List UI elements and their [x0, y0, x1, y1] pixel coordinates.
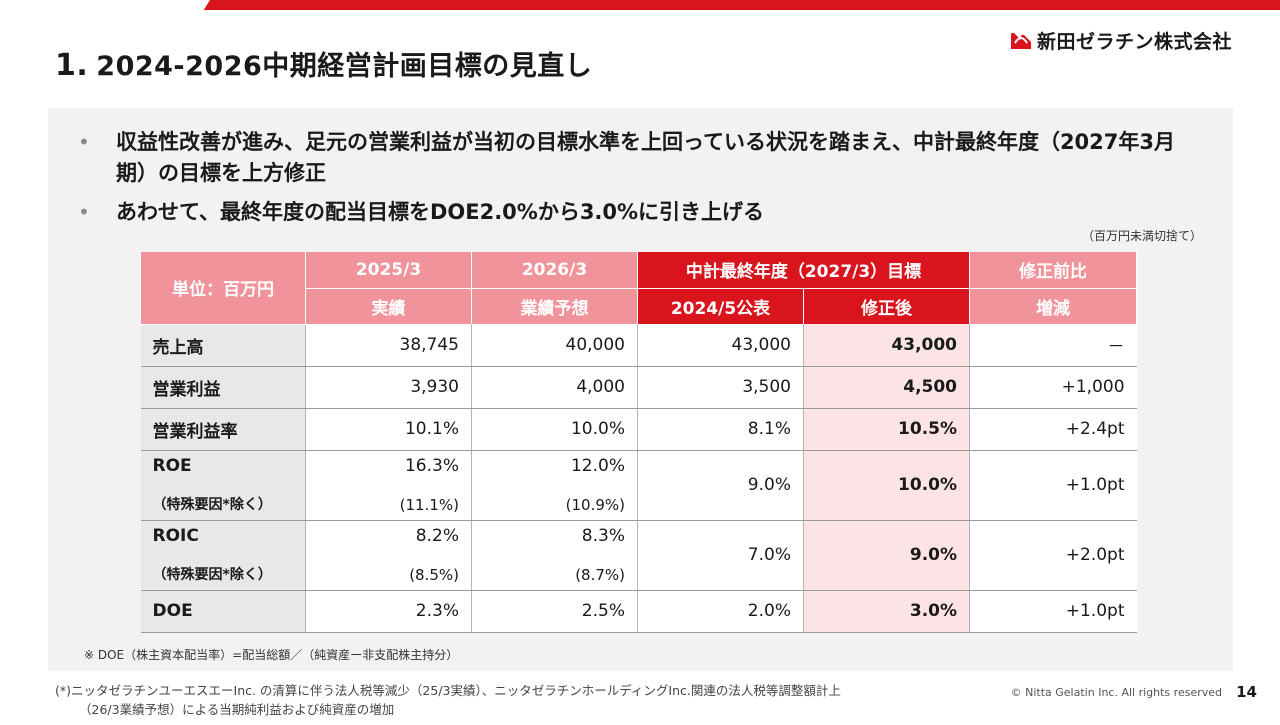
- header-2025-year: 2025/3: [305, 252, 472, 289]
- footnote: (*)ニッタゼラチンユーエスエーInc. の清算に伴う法人税等減少（25/3実績…: [55, 681, 841, 719]
- cell-revised: 9.0%: [802, 520, 970, 591]
- table-row: 営業利益率 10.1% 10.0% 8.1% 10.5% +2.4pt: [140, 408, 1137, 451]
- row-label: DOE: [140, 590, 306, 633]
- table-row: ROE （特殊要因*除く） 16.3% (11.1%) 12.0% (10.9%…: [140, 450, 1137, 521]
- cell-original: 2.0%: [637, 590, 804, 633]
- header-target-original: 2024/5公表: [637, 288, 804, 324]
- cell-2026: 4,000: [471, 366, 638, 409]
- cell-2026: 40,000: [471, 324, 638, 367]
- header-2026-year: 2026/3: [471, 252, 638, 289]
- cell-change: +1.0pt: [969, 590, 1137, 633]
- cell-value: 12.0%: [570, 456, 625, 476]
- row-label: 営業利益: [140, 366, 306, 409]
- cell-value-sub: (8.7%): [575, 566, 625, 584]
- cell-change: +1,000: [969, 366, 1137, 409]
- cell-revised: 43,000: [802, 324, 970, 367]
- table-row: 売上高 38,745 40,000 43,000 43,000 －: [140, 324, 1137, 367]
- cell-2026: 12.0% (10.9%): [471, 450, 638, 521]
- cell-original: 9.0%: [637, 450, 804, 521]
- row-label-sub: （特殊要因*除く）: [152, 567, 272, 583]
- header-2025-sub: 実績: [305, 288, 472, 324]
- row-label-cell: ROE （特殊要因*除く）: [140, 450, 306, 521]
- cell-revised: 3.0%: [802, 590, 970, 633]
- bullet-list: • 収益性改善が進み、足元の営業利益が当初の目標水準を上回っている状況を踏まえ、…: [78, 127, 1178, 236]
- cell-2025: 16.3% (11.1%): [305, 450, 472, 521]
- header-target-revised: 修正後: [802, 288, 971, 324]
- table-row: DOE 2.3% 2.5% 2.0% 3.0% +1.0pt: [140, 590, 1137, 633]
- row-label: 売上高: [140, 324, 306, 367]
- cell-value-sub: (11.1%): [399, 496, 459, 514]
- cell-original: 3,500: [637, 366, 804, 409]
- page-title: 1. 2024-2026中期経営計画目標の見直し: [55, 44, 592, 83]
- bullet-text: 収益性改善が進み、足元の営業利益が当初の目標水準を上回っている状況を踏まえ、中計…: [116, 130, 1176, 185]
- cell-original: 7.0%: [637, 520, 804, 591]
- row-label: 営業利益率: [140, 408, 306, 451]
- cell-change: +1.0pt: [969, 450, 1137, 521]
- header-2026-sub: 業績予想: [471, 288, 638, 324]
- unit-note: （百万円未満切捨て）: [1081, 229, 1202, 243]
- cell-2026: 2.5%: [471, 590, 638, 633]
- header-change-top: 修正前比: [969, 252, 1138, 289]
- bullet-text: あわせて、最終年度の配当目標をDOE2.0%から3.0%に引き上げる: [116, 200, 765, 224]
- cell-revised: 10.5%: [802, 408, 970, 451]
- cell-2025: 3,930: [305, 366, 472, 409]
- top-accent-bar: [0, 0, 1280, 10]
- footnote-line-2: （26/3業績予想）による当期純利益および純資産の増加: [79, 702, 395, 717]
- cell-value: 8.2%: [415, 526, 459, 546]
- bullet-dot-icon: •: [78, 200, 90, 224]
- company-logo: 新田ゼラチン株式会社: [1009, 27, 1232, 54]
- page-number: 14: [1236, 683, 1257, 701]
- cell-2025: 8.2% (8.5%): [305, 520, 472, 591]
- row-label-sub: （特殊要因*除く）: [152, 497, 272, 513]
- row-label: ROE: [152, 456, 192, 476]
- cell-value: 8.3%: [581, 526, 625, 546]
- cell-change: －: [969, 324, 1137, 367]
- cell-2026: 10.0%: [471, 408, 638, 451]
- cell-value-sub: (10.9%): [565, 496, 625, 514]
- cell-2025: 10.1%: [305, 408, 472, 451]
- logo-text: 新田ゼラチン株式会社: [1036, 31, 1232, 53]
- copyright: © Nitta Gelatin Inc. All rights reserved: [1010, 686, 1222, 699]
- header-target-group: 中計最終年度（2027/3）目標: [636, 252, 971, 289]
- title-number: 1.: [55, 48, 89, 83]
- table-row: 営業利益 3,930 4,000 3,500 4,500 +1,000: [140, 366, 1137, 409]
- footnote-line-1: (*)ニッタゼラチンユーエスエーInc. の清算に伴う法人税等減少（25/3実績…: [55, 683, 841, 698]
- cell-2025: 2.3%: [305, 590, 472, 633]
- cell-value: 16.3%: [404, 456, 459, 476]
- cell-2026: 8.3% (8.7%): [471, 520, 638, 591]
- logo-mark-icon: [1010, 32, 1031, 49]
- doe-definition-note: ※ DOE（株主資本配当率）=配当総額／（純資産ー非支配株主持分）: [84, 648, 459, 662]
- bullet-item: • 収益性改善が進み、足元の営業利益が当初の目標水準を上回っている状況を踏まえ、…: [78, 127, 1178, 189]
- title-text: 2024-2026中期経営計画目標の見直し: [96, 51, 593, 82]
- table-row: ROIC （特殊要因*除く） 8.2% (8.5%) 8.3% (8.7%) 7…: [140, 520, 1137, 591]
- cell-change: +2.0pt: [969, 520, 1137, 591]
- plan-targets-table: 単位：百万円 2025/3 2026/3 中計最終年度（2027/3）目標 修正…: [140, 252, 1138, 633]
- header-change-bottom: 増減: [969, 288, 1138, 324]
- cell-revised: 4,500: [802, 366, 970, 409]
- header-unit: 単位：百万円: [140, 252, 306, 325]
- cell-original: 43,000: [637, 324, 804, 367]
- bullet-dot-icon: •: [78, 130, 90, 154]
- cell-revised: 10.0%: [802, 450, 970, 521]
- cell-change: +2.4pt: [969, 408, 1137, 451]
- cell-original: 8.1%: [637, 408, 804, 451]
- bullet-item: • あわせて、最終年度の配当目標をDOE2.0%から3.0%に引き上げる: [78, 197, 1178, 228]
- top-bar-notch: [0, 0, 210, 10]
- cell-value-sub: (8.5%): [409, 566, 459, 584]
- cell-2025: 38,745: [305, 324, 472, 367]
- row-label-cell: ROIC （特殊要因*除く）: [140, 520, 306, 591]
- row-label: ROIC: [152, 526, 199, 546]
